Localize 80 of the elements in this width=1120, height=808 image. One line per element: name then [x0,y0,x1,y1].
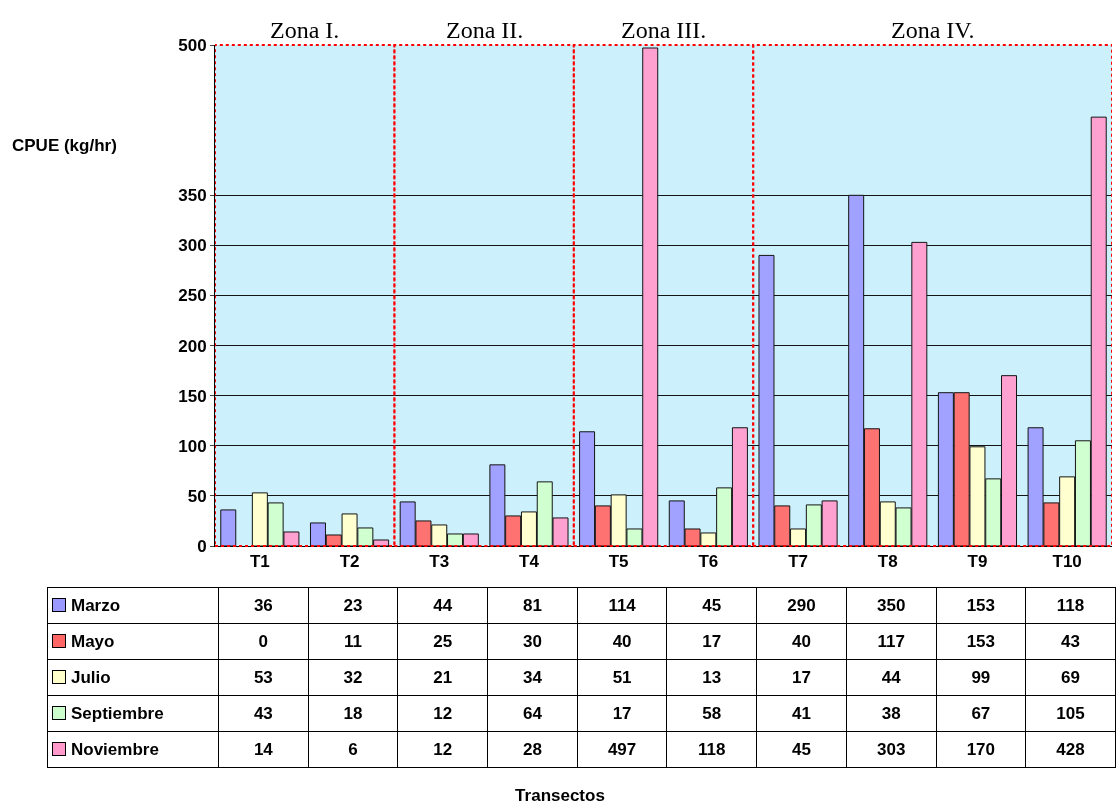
data-label: 118 [666,731,757,768]
data-label: 170 [936,731,1026,768]
y-tick-label: 200 [178,336,207,356]
data-label: 14 [218,731,309,768]
data-label: 36 [218,587,309,624]
band-label: Zona I. [270,17,340,43]
y-tick-label: 350 [178,186,207,206]
data-label: 40 [577,623,667,660]
data-label: 21 [397,659,488,696]
data-label: 0 [218,623,309,660]
data-label: 44 [397,587,488,624]
data-label: 18 [308,695,398,732]
x-tick-label: T6 [698,552,719,572]
legend-label: Septiembre [71,703,164,723]
data-label: 45 [756,731,847,768]
x-tick-label: T2 [339,552,360,572]
data-label: 350 [846,587,936,624]
data-label: 43 [1025,623,1116,660]
legend-label: Julio [71,667,111,687]
data-label: 13 [666,659,757,696]
y-tick-label: 100 [178,436,207,456]
y-axis-title: CPUE (kg/hr) [12,136,117,156]
band-label: Zona III. [621,17,707,43]
data-label: 12 [397,731,488,768]
x-tick-label: T5 [608,552,629,572]
data-label: 428 [1025,731,1116,768]
data-label: 34 [487,659,578,696]
x-tick-label: T3 [429,552,450,572]
y-tick-label: 250 [178,286,207,306]
data-label: 51 [577,659,667,696]
band-label: Zona II. [446,17,524,43]
y-tick-label: 150 [178,386,207,406]
x-tick-label: T4 [519,552,540,572]
data-label: 64 [487,695,578,732]
x-tick-label: T1 [249,552,270,572]
data-label: 40 [756,623,847,660]
y-tick-label: 0 [197,536,207,556]
data-label: 67 [936,695,1026,732]
data-label: 32 [308,659,398,696]
x-tick-label: T9 [967,552,988,572]
data-label: 45 [666,587,757,624]
data-label: 41 [756,695,847,732]
data-label: 25 [397,623,488,660]
data-label: 17 [756,659,847,696]
data-label: 118 [1025,587,1116,624]
data-label: 303 [846,731,936,768]
data-label: 99 [936,659,1026,696]
data-label: 12 [397,695,488,732]
data-label: 6 [308,731,398,768]
data-label: 11 [308,623,398,660]
data-label: 44 [846,659,936,696]
data-label: 81 [487,587,578,624]
data-label: 17 [577,695,667,732]
text: Transectos [514,786,606,806]
data-label: 38 [846,695,936,732]
data-label: 23 [308,587,398,624]
data-label: 53 [218,659,309,696]
data-label: 58 [666,695,757,732]
band-label: Zona IV. [891,17,975,43]
x-tick-label: T7 [788,552,808,572]
legend-label: Marzo [71,595,121,615]
x-tick-label: T10 [1052,552,1082,572]
data-label: 290 [756,587,847,624]
data-label: 17 [666,623,757,660]
data-label: 117 [846,623,936,660]
data-label: 497 [577,731,667,768]
x-tick-label: T8 [877,552,898,572]
y-tick-label: 50 [187,486,207,506]
legend-label: Noviembre [71,739,159,759]
data-label: 43 [218,695,309,732]
data-label: 69 [1025,659,1116,696]
data-label: 153 [936,623,1026,660]
legend-label: Mayo [71,631,115,651]
data-label: 153 [936,587,1026,624]
y-tick-label: 300 [178,236,207,256]
y-tick-label: 500 [178,35,207,55]
data-label: 105 [1025,695,1116,732]
data-label: 28 [487,731,578,768]
data-label: 30 [487,623,578,660]
data-label: 114 [577,587,667,624]
